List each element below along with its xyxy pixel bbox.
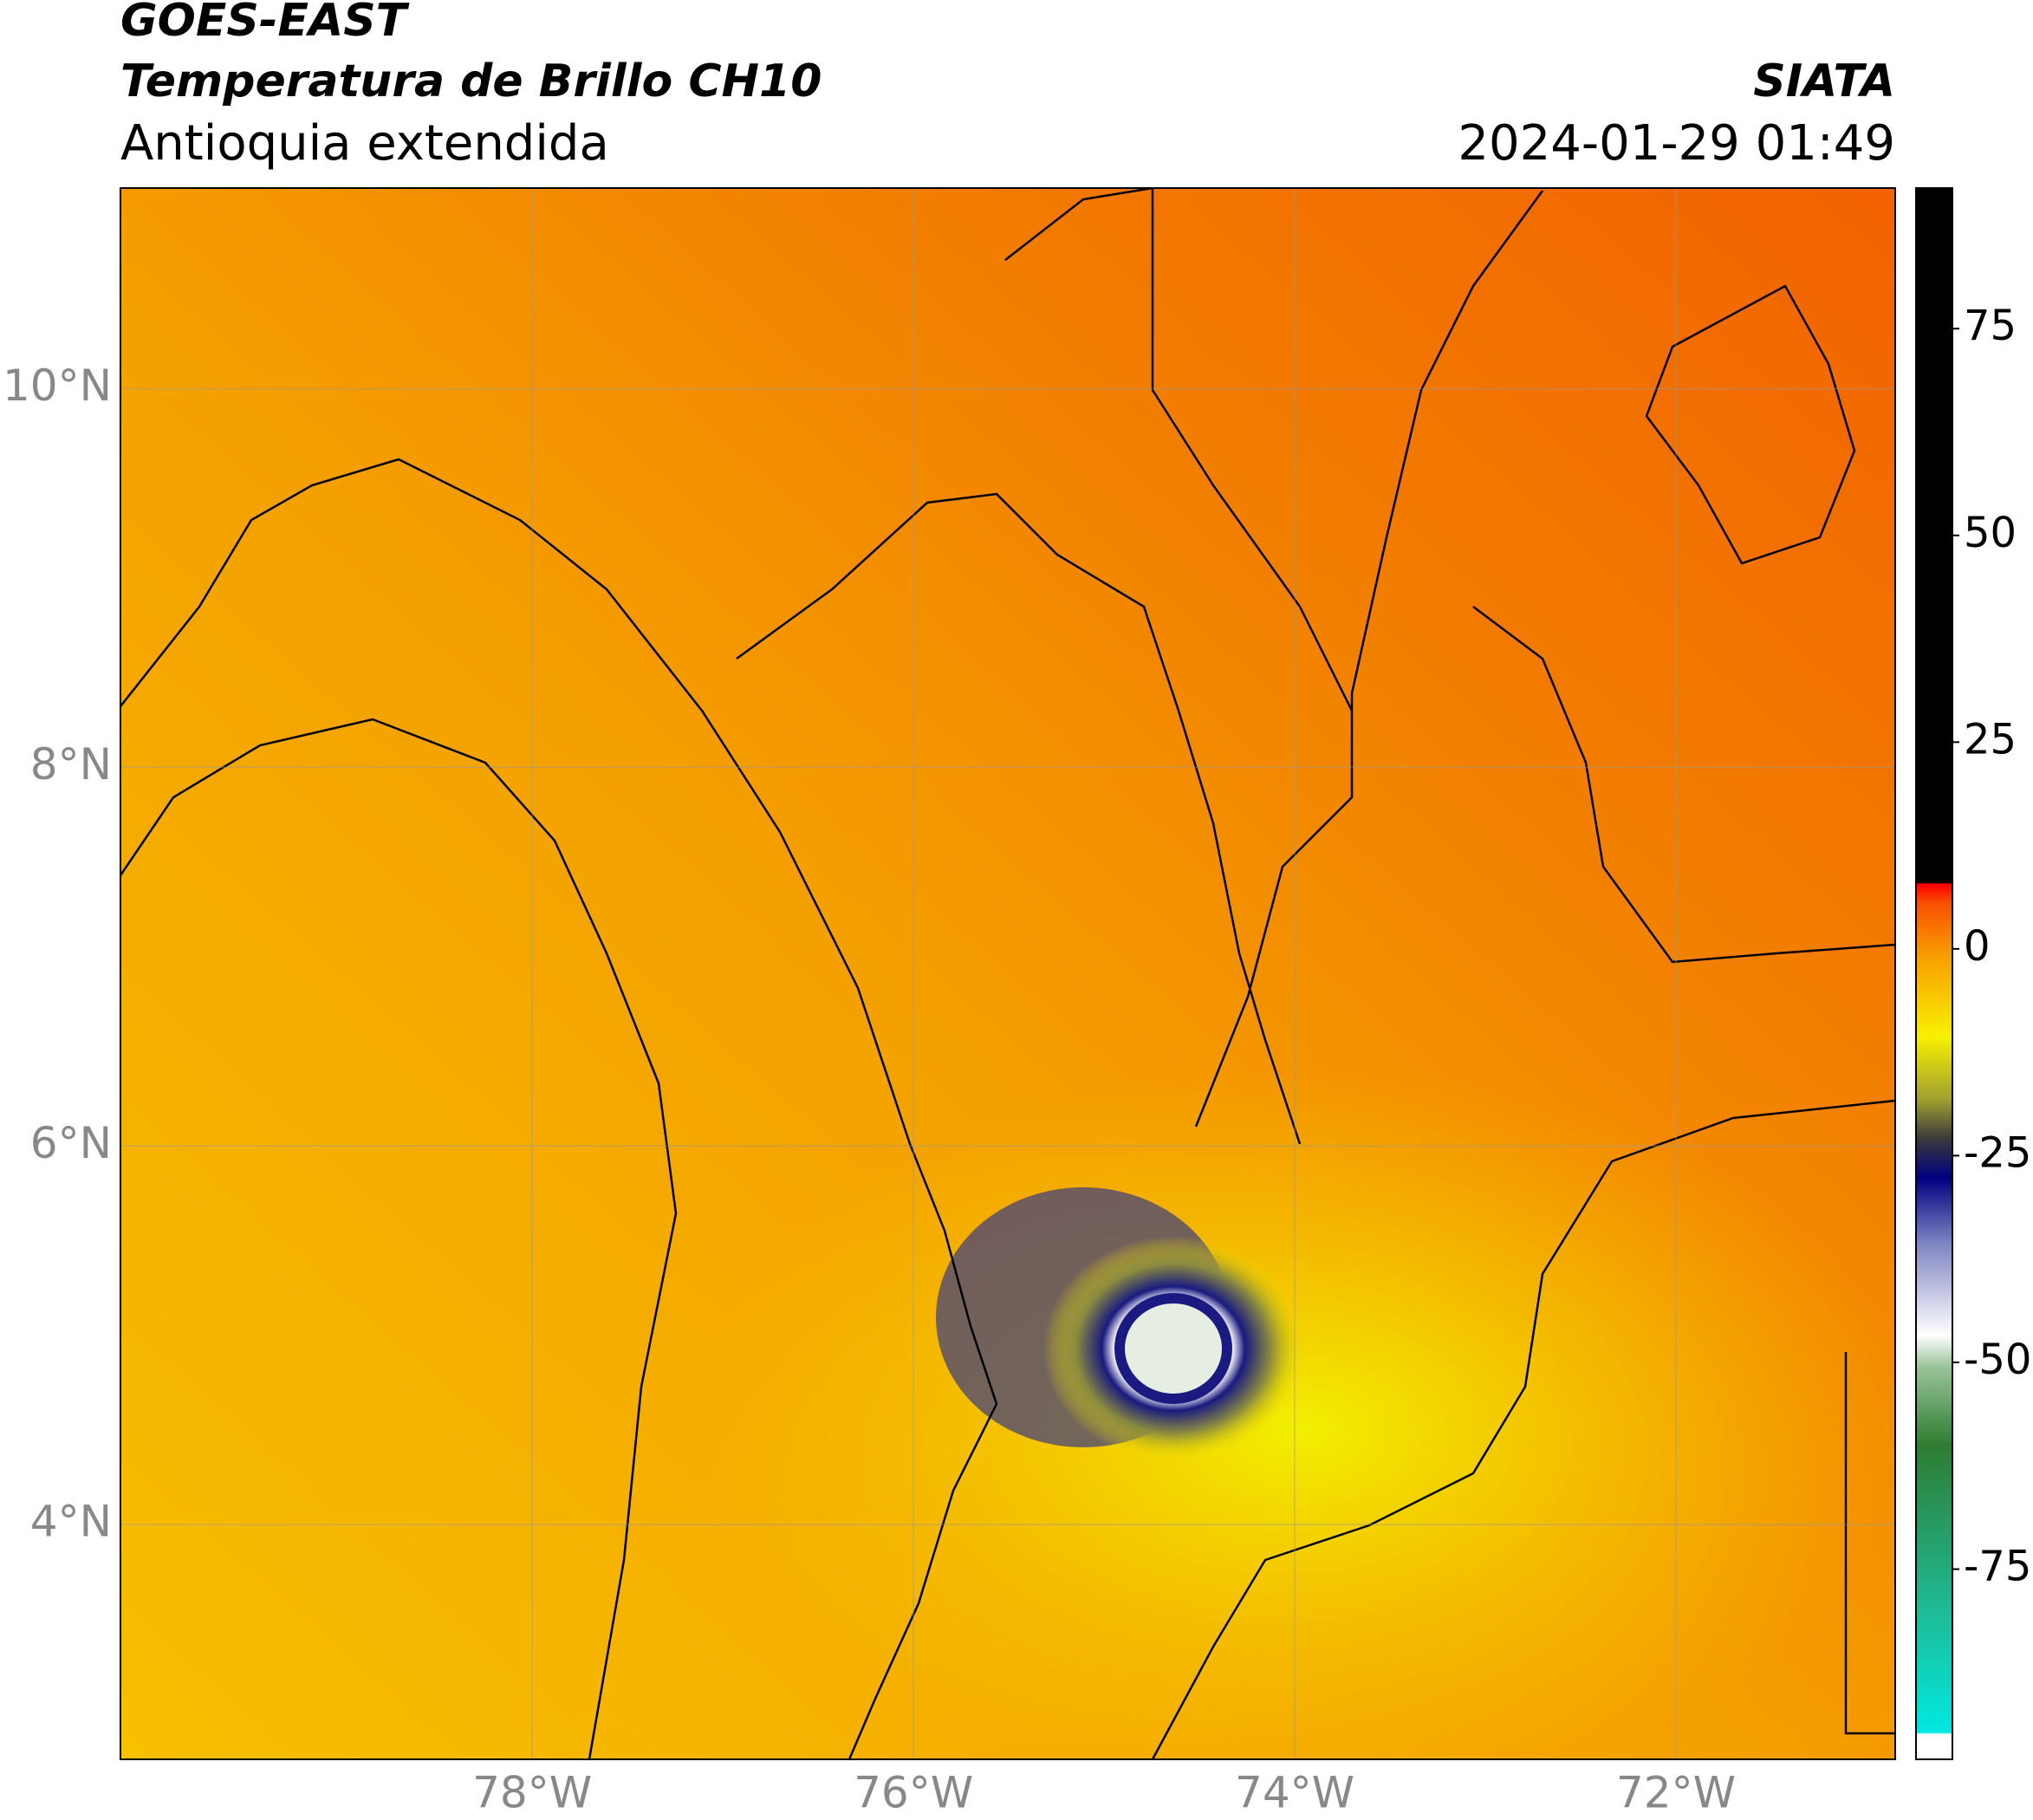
x-tick-label: 72°W xyxy=(1616,1768,1736,1818)
title: GOES-EAST xyxy=(120,0,410,47)
colorbar-tick-label: -50 xyxy=(1964,1336,2031,1384)
colorbar-tick-label: -25 xyxy=(1964,1128,2031,1177)
colorbar-tick-label: 50 xyxy=(1964,509,2017,557)
x-tick-label: 76°W xyxy=(854,1768,973,1818)
colorbar-tick-label: 25 xyxy=(1964,715,2017,764)
datetime: 2024-01-29 01:49 xyxy=(1458,115,1895,172)
colorbar xyxy=(1915,187,1953,1760)
colorbar-tick-label: 0 xyxy=(1964,922,1991,971)
y-tick-label: 4°N xyxy=(30,1497,112,1547)
y-tick-label: 8°N xyxy=(30,739,112,790)
colorbar-tick-label: -75 xyxy=(1964,1543,2031,1591)
map-image xyxy=(120,188,1895,1759)
y-tick-label: 6°N xyxy=(30,1118,112,1168)
colorbar-tick-label: 75 xyxy=(1964,302,2017,350)
y-tick-label: 10°N xyxy=(3,361,112,411)
x-tick-label: 78°W xyxy=(472,1768,592,1818)
subtitle: Temperatura de Brillo CH10 xyxy=(120,55,822,107)
map-frame xyxy=(120,187,1896,1760)
region: Antioquia extendida xyxy=(120,115,609,172)
x-tick-label: 74°W xyxy=(1235,1768,1354,1818)
source: SIATA xyxy=(1753,55,1895,107)
